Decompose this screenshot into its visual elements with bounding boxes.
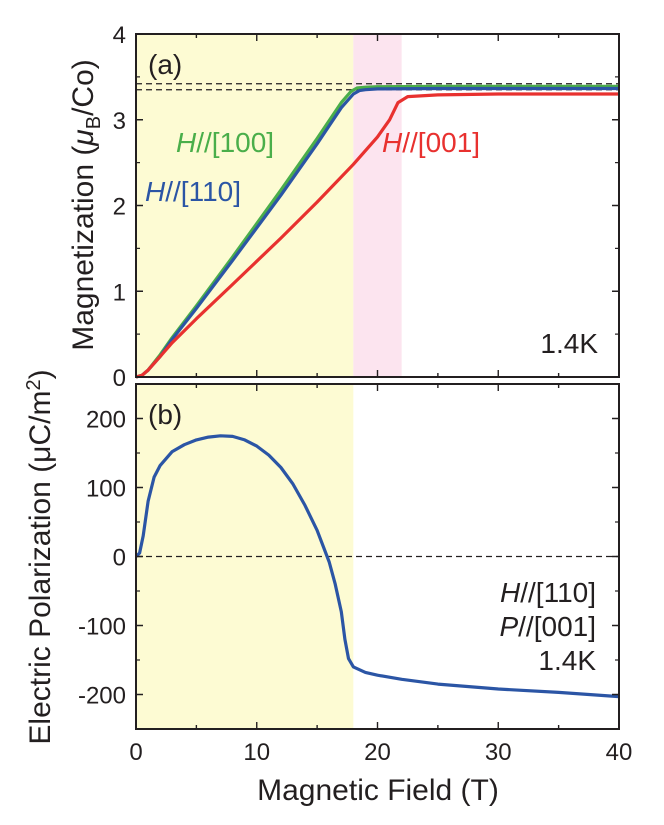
panel-b-polarization: -200 -100 0 100 200 0 10 20 30 40 (b) H//[110]P//… bbox=[23, 369, 632, 807]
panel-a-y-axis-label: Magnetization (μB/Co) bbox=[67, 59, 105, 351]
y-tick-label: -200 bbox=[78, 683, 126, 710]
y-tick-label: 0 bbox=[113, 365, 126, 392]
y-tick-label: 100 bbox=[86, 476, 126, 503]
panel-a-temperature-label: 1.4K bbox=[540, 328, 598, 359]
y-tick-label: 200 bbox=[86, 407, 126, 434]
x-axis-label: Magnetic Field (T) bbox=[257, 774, 499, 807]
y-tick-label: 1 bbox=[113, 279, 126, 306]
y-tick-label: -100 bbox=[78, 614, 126, 641]
legend-label-110: H//[110] bbox=[145, 176, 241, 207]
x-tick-label: 20 bbox=[364, 739, 391, 766]
panel-b-annotation-2: P//[001] bbox=[499, 611, 596, 642]
x-tick-label: 10 bbox=[243, 739, 270, 766]
panel-a-label: (a) bbox=[148, 49, 182, 80]
panel-b-label: (b) bbox=[148, 399, 182, 430]
series-line-h-001- bbox=[135, 92, 619, 379]
panel-b-y-axis-label: Electric Polarization (μC/m2) bbox=[23, 369, 57, 744]
x-tick-label: 40 bbox=[606, 739, 633, 766]
panel-b-annotation-1: H//[110] bbox=[500, 577, 596, 608]
series-line-polarization bbox=[134, 434, 620, 699]
x-tick-label: 0 bbox=[129, 739, 142, 766]
y-tick-label: 4 bbox=[113, 22, 126, 49]
panel-b-annotation-3: 1.4K bbox=[538, 645, 596, 676]
x-tick-label: 30 bbox=[485, 739, 512, 766]
legend-label-001: H//[001] bbox=[382, 127, 480, 158]
y-tick-label: 3 bbox=[113, 108, 126, 135]
y-tick-label: 2 bbox=[113, 194, 126, 221]
y-tick-label: 0 bbox=[113, 545, 126, 572]
legend-label-100: H//[100] bbox=[176, 127, 274, 158]
shaded-region-1 bbox=[136, 34, 354, 377]
